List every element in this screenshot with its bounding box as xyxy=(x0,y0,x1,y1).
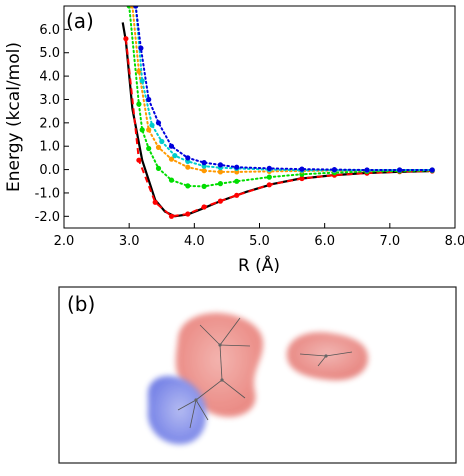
data-point xyxy=(136,68,142,74)
molecule-bonds xyxy=(177,317,353,429)
y-tick-label: -1.0 xyxy=(35,186,60,201)
data-point xyxy=(299,175,305,182)
x-tick-label: 6.0 xyxy=(314,234,335,249)
series-line-5 xyxy=(134,6,434,171)
x-tick-label: 8.0 xyxy=(445,234,464,249)
series-line-0 xyxy=(121,22,429,218)
data-point xyxy=(159,138,165,145)
panel-b-molecule: (b) xyxy=(58,286,457,464)
data-point xyxy=(168,213,175,219)
y-axis-label: Energy (kcal/mol) xyxy=(4,42,24,192)
data-point xyxy=(138,45,144,51)
data-point xyxy=(234,164,240,170)
x-axis-label: R (Å) xyxy=(238,254,280,276)
data-point xyxy=(123,36,129,42)
series-line-2 xyxy=(128,6,434,188)
molecule-atoms xyxy=(194,343,328,402)
data-point xyxy=(201,168,207,174)
y-tick-label: 6.0 xyxy=(39,23,60,38)
x-tick-label: 3.0 xyxy=(119,234,140,249)
data-point xyxy=(185,211,191,217)
density-surface-left xyxy=(147,312,264,445)
y-tick-label: 5.0 xyxy=(39,46,60,61)
data-point xyxy=(234,192,240,198)
data-point xyxy=(155,144,162,150)
x-tick-label: 4.0 xyxy=(184,234,205,249)
data-point xyxy=(146,96,152,103)
y-tick-label: 0.0 xyxy=(39,163,60,178)
panel-b-frame xyxy=(58,286,457,464)
data-point xyxy=(172,153,178,159)
data-point xyxy=(168,156,175,162)
x-tick-label: 2.0 xyxy=(54,234,75,249)
x-tick-label: 7.0 xyxy=(379,234,400,249)
x-tick-label: 5.0 xyxy=(249,234,270,249)
data-point xyxy=(146,145,152,152)
data-point xyxy=(201,160,207,166)
panel-b-label: (b) xyxy=(67,292,95,316)
data-point xyxy=(136,157,142,163)
data-point xyxy=(429,167,435,173)
data-point xyxy=(201,204,207,210)
data-point xyxy=(146,127,152,133)
data-point xyxy=(155,165,162,171)
data-point xyxy=(185,155,191,161)
series-line-3 xyxy=(131,6,434,173)
data-point xyxy=(234,178,240,184)
data-point xyxy=(185,164,191,170)
data-point xyxy=(217,181,223,187)
data-point xyxy=(299,166,305,172)
series-line-1 xyxy=(124,38,433,218)
y-tick-label: 1.0 xyxy=(39,140,60,155)
data-point xyxy=(397,167,403,173)
panel-a-chart: 2.0 3.0 4.0 5.0 6.0 7.0 8.0 -2.0 -1.0 0.0 1.0 2.0 3.… xyxy=(4,5,464,276)
data-point xyxy=(136,101,142,107)
data-point xyxy=(266,182,272,188)
data-point xyxy=(201,183,207,189)
y-tick-label: -2.0 xyxy=(35,210,60,225)
plot-frame xyxy=(63,5,456,229)
data-point xyxy=(152,199,158,205)
data-point xyxy=(185,183,191,189)
data-point xyxy=(331,167,337,173)
y-tick-label: 4.0 xyxy=(39,70,60,85)
data-point xyxy=(217,169,223,175)
y-tick-label: 2.0 xyxy=(39,116,60,131)
y-tick-label: 3.0 xyxy=(39,93,60,108)
data-point xyxy=(139,78,145,84)
data-point xyxy=(149,122,155,128)
data-point xyxy=(364,167,370,173)
data-point xyxy=(217,162,223,168)
series-layer xyxy=(121,6,435,219)
data-point xyxy=(133,6,139,9)
data-point xyxy=(266,165,272,171)
data-point xyxy=(139,127,145,133)
data-point xyxy=(168,143,175,149)
series-line-4 xyxy=(134,6,434,172)
tick-layer: 2.0 3.0 4.0 5.0 6.0 7.0 8.0 -2.0 -1.0 0.0 1.0 2.0 3.… xyxy=(35,23,464,249)
data-point xyxy=(266,174,272,180)
data-point xyxy=(168,177,175,183)
data-point xyxy=(217,198,223,204)
data-point xyxy=(155,120,162,126)
methanol-density-blue xyxy=(147,376,207,445)
panel-a-label: (a) xyxy=(66,9,94,33)
